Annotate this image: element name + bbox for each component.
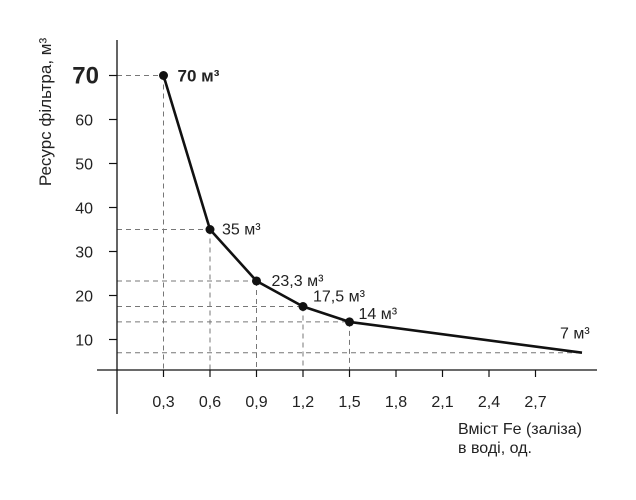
x-tick-label: 2,7: [524, 394, 546, 411]
x-tick-label: 1,5: [338, 394, 360, 411]
x-tick-label: 1,8: [385, 394, 407, 411]
x-tick-label: 1,2: [292, 394, 314, 411]
y-tick-label: 70: [72, 63, 99, 90]
x-tick-label: 2,4: [478, 394, 500, 411]
series-group: [159, 71, 583, 354]
x-tick-label: 0,3: [152, 394, 174, 411]
y-tick-label: 50: [75, 157, 93, 174]
axes: [97, 40, 597, 414]
data-point: [345, 317, 354, 327]
data-label: 35 м³: [222, 222, 261, 239]
data-point: [298, 302, 308, 311]
y-tick-label: 30: [75, 245, 93, 262]
data-point: [252, 276, 261, 286]
x-tick-label: 2,1: [431, 394, 453, 411]
data-label: 23,3 м³: [272, 273, 325, 290]
x-tick-label: 0,9: [245, 394, 267, 411]
data-point: [205, 225, 215, 234]
data-label: 17,5 м³: [313, 289, 366, 306]
y-tick-label: 40: [75, 201, 93, 218]
y-tick-label: 20: [75, 289, 93, 306]
series-line: [162, 75, 583, 354]
y-axis-label: Ресурс фільтра, м³: [36, 38, 55, 187]
data-point: [159, 71, 168, 80]
data-label: 70 м³: [178, 67, 220, 86]
x-tick-label: 0,6: [199, 394, 221, 411]
y-tick-label: 60: [75, 113, 93, 130]
guide-lines: [117, 75, 582, 370]
y-tick-label: 10: [75, 333, 93, 350]
axis-ticks: 0,3 0,6 0,9 1,2 1,5 1,8 2,1 2,4 2,7 10 20 30 40 50 60 7…: [72, 63, 546, 412]
x-axis-label-line2: в воді, од.: [458, 440, 532, 457]
data-label: 14 м³: [359, 306, 398, 323]
data-label: 7 м³: [560, 326, 590, 343]
x-axis-label-line1: Вміст Fe (заліза): [458, 421, 582, 438]
